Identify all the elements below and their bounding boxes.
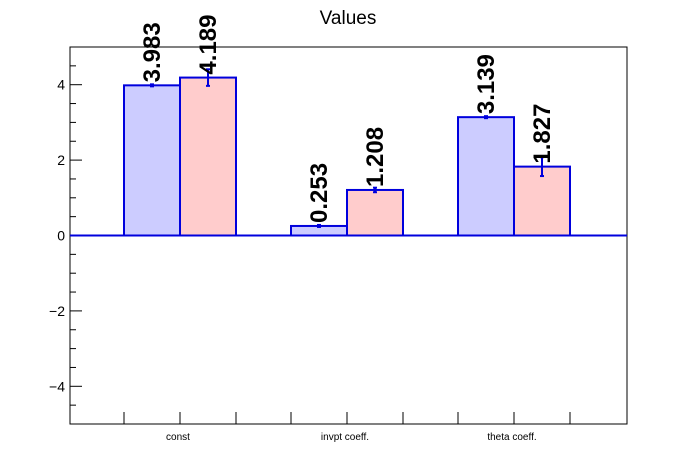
chart-title: Values — [320, 8, 377, 29]
bar — [346, 188, 404, 237]
data-labels: 3.983 0.253 3.139 4.189 1.208 1.827 — [139, 15, 556, 223]
y-tick-label: −4 — [49, 378, 65, 394]
bar — [179, 76, 237, 237]
bar-marker — [484, 115, 488, 120]
bar-marker — [150, 83, 154, 88]
x-category-label: theta coeff. — [487, 432, 536, 443]
y-tick-label: 2 — [57, 152, 65, 168]
bar — [457, 116, 515, 237]
bars — [123, 68, 571, 237]
y-tick-label: −2 — [49, 303, 65, 319]
bar-value-label: 4.189 — [195, 15, 222, 75]
y-axis: −4 −2 0 2 4 — [49, 46, 82, 425]
y-tick-label: 0 — [57, 228, 65, 244]
bar-value-label: 1.208 — [362, 127, 389, 187]
bar-value-label: 3.983 — [139, 22, 166, 82]
bar-marker — [317, 223, 321, 228]
x-axis: const invpt coeff. theta coeff. — [123, 412, 571, 443]
bar-value-label: 3.139 — [473, 54, 500, 114]
bar — [513, 165, 571, 237]
y-tick-label: 4 — [57, 77, 65, 93]
bar-value-label: 1.827 — [529, 104, 556, 164]
x-category-label: const — [166, 432, 190, 443]
bar-value-label: 0.253 — [306, 163, 333, 223]
bar — [123, 84, 181, 237]
x-category-label: invpt coeff. — [321, 432, 369, 443]
